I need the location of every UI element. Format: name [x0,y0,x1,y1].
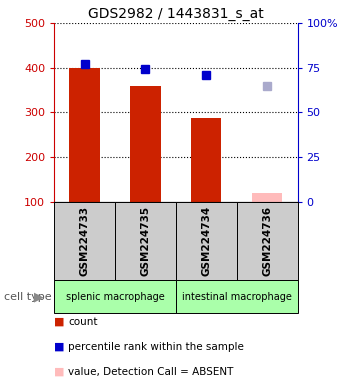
Text: percentile rank within the sample: percentile rank within the sample [68,342,244,352]
Bar [130,86,161,202]
Text: intestinal macrophage: intestinal macrophage [182,291,292,302]
Bar [176,280,298,313]
Bar [115,202,176,280]
Text: GSM224736: GSM224736 [262,206,272,276]
Text: ▶: ▶ [34,290,44,303]
Text: value, Detection Call = ABSENT: value, Detection Call = ABSENT [68,367,234,377]
Text: GSM224733: GSM224733 [80,206,90,276]
Bar [237,202,298,280]
Text: ■: ■ [54,342,65,352]
Text: GSM224734: GSM224734 [201,206,211,276]
Text: cell type: cell type [4,291,51,302]
Bar [69,68,100,202]
Text: splenic macrophage: splenic macrophage [66,291,164,302]
Text: count: count [68,317,98,327]
Bar [54,202,115,280]
Bar [191,118,222,202]
Bar [252,193,282,202]
Title: GDS2982 / 1443831_s_at: GDS2982 / 1443831_s_at [88,7,264,21]
Bar [176,202,237,280]
Text: GSM224735: GSM224735 [140,206,150,276]
Text: ■: ■ [54,367,65,377]
Text: ■: ■ [54,317,65,327]
Bar [54,280,176,313]
